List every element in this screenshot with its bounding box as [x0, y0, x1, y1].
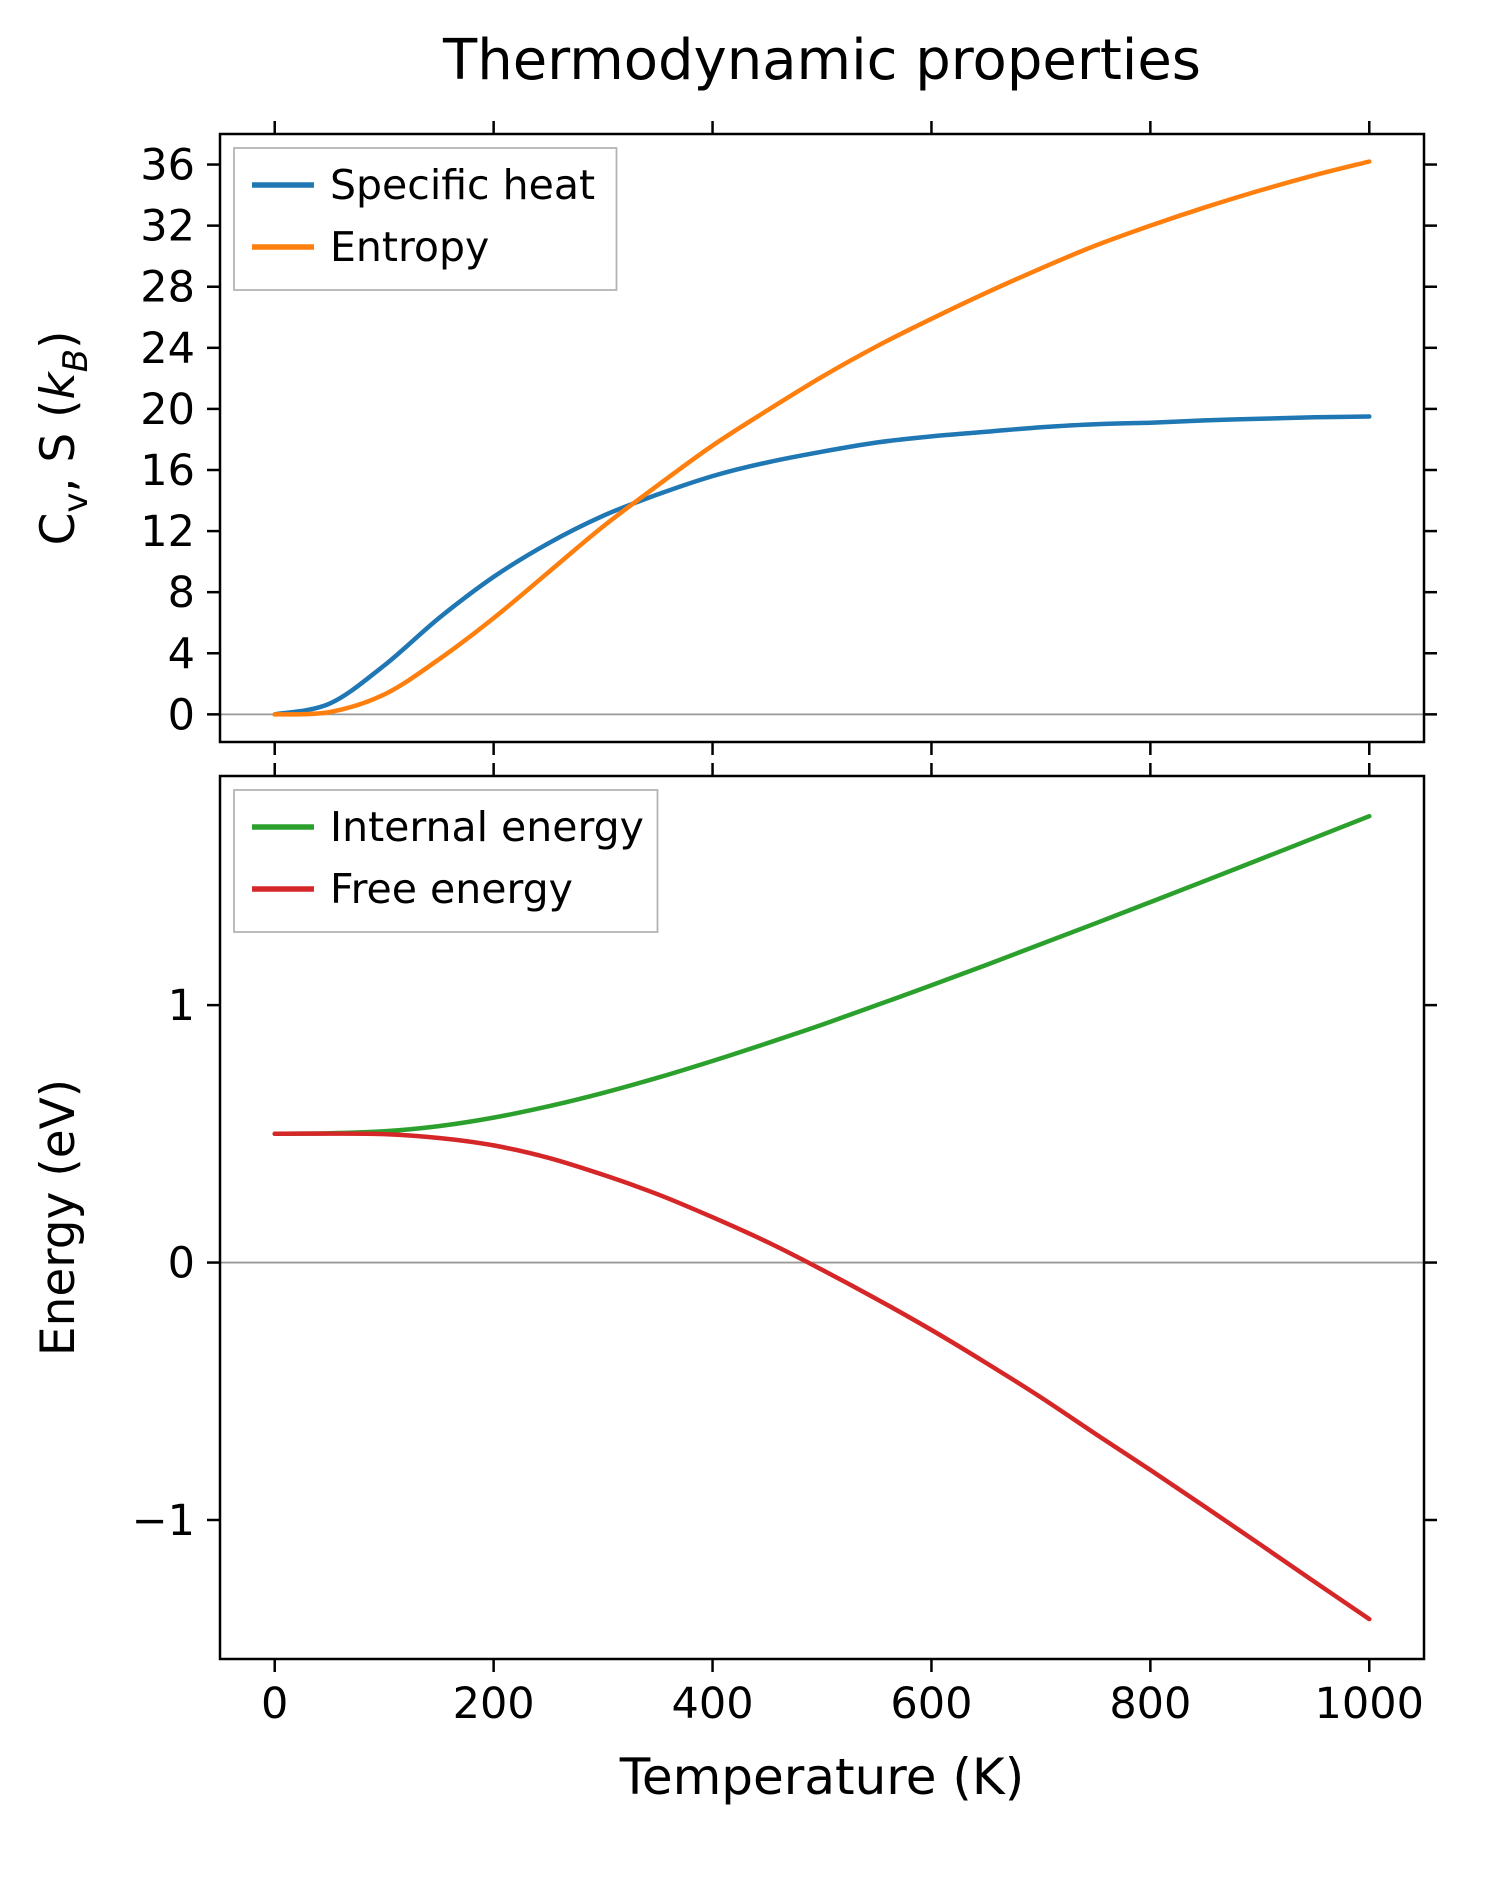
x-tick-label: 1000: [1315, 1679, 1424, 1729]
series-free-energy: [272, 1131, 1372, 1622]
y-tick-label: 32: [140, 202, 195, 252]
y-tick-label: 0: [168, 1239, 195, 1289]
x-tick-label: 200: [453, 1679, 535, 1729]
legend-label: Specific heat: [330, 161, 595, 209]
legend-label: Entropy: [330, 223, 489, 271]
y-tick-label: 12: [140, 507, 195, 557]
y-tick-label: 24: [140, 324, 195, 374]
y-tick-label: 4: [168, 629, 195, 679]
y-tick-label: 16: [140, 446, 195, 496]
y-axis-label: Cv, S (kB): [31, 331, 96, 546]
top-plot-cv-entropy: 0 4 8 12 16 20 24 28 32 36 Cv, S (kB) Specific heat…: [31, 121, 1437, 755]
y-axis-label: Energy (eV): [31, 1079, 86, 1356]
x-tick-label: 800: [1109, 1679, 1191, 1729]
series-specific-heat: [272, 414, 1372, 717]
y-tick-label: 0: [168, 690, 195, 740]
y-tick-label: 20: [140, 385, 195, 435]
y-tick-label: 28: [140, 263, 195, 313]
x-axis-label: Temperature (K): [619, 1748, 1025, 1806]
legend-box: [233, 147, 618, 291]
series-internal-energy: [272, 813, 1372, 1137]
x-tick-label: 400: [672, 1679, 754, 1729]
bottom-plot-energies: 0 200 400 600 800 1000 −1 0 1 Energy (eV) Internal…: [31, 763, 1437, 1729]
figure-title: Thermodynamic properties: [443, 28, 1201, 93]
y-tick-label: 1: [168, 981, 195, 1031]
y-tick-label: 8: [168, 568, 195, 618]
legend-box: [233, 789, 659, 933]
legend-label: Free energy: [330, 865, 573, 913]
y-tick-label: −1: [132, 1496, 195, 1546]
x-tick-label: 600: [890, 1679, 972, 1729]
x-tick-label: 0: [261, 1679, 288, 1729]
legend-label: Internal energy: [330, 803, 644, 851]
series-entropy: [272, 159, 1372, 717]
y-tick-label: 36: [140, 141, 195, 191]
axes-spines: [218, 774, 1426, 1661]
axes-spines: [218, 132, 1426, 744]
